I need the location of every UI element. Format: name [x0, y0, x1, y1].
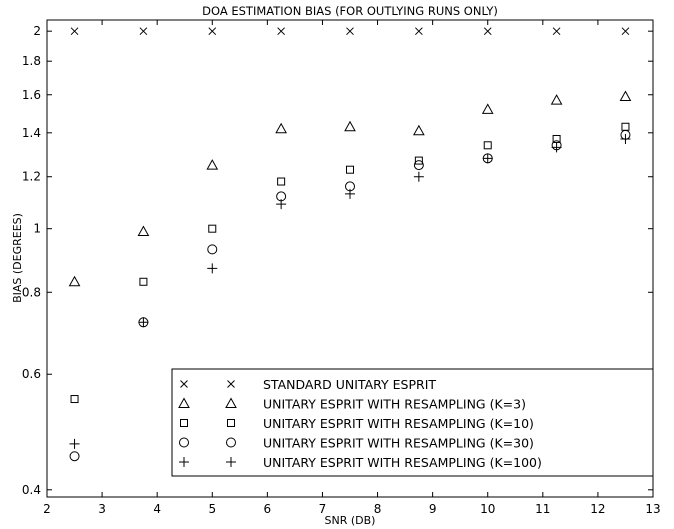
x-tick-label: 4 [153, 502, 161, 516]
legend-label: UNITARY ESPRIT WITH RESAMPLING (K=100) [263, 455, 542, 470]
data-point-plus [138, 317, 149, 328]
y-tick-label: 1.6 [22, 88, 41, 102]
x-tick-label: 3 [98, 502, 106, 516]
data-point-triangle [413, 124, 425, 136]
data-point-circle [413, 160, 424, 171]
legend-marker-plus [179, 457, 189, 467]
legend-label: UNITARY ESPRIT WITH RESAMPLING (K=10) [263, 416, 534, 431]
data-point-square [621, 122, 630, 131]
data-point-x [621, 27, 630, 36]
y-tick-label: 1 [33, 222, 41, 236]
data-point-x [139, 27, 148, 36]
data-point-plus [276, 199, 287, 210]
y-tick-label: 2 [33, 24, 41, 38]
x-tick-label: 6 [264, 502, 272, 516]
x-tick-label: 2 [43, 502, 51, 516]
data-point-triangle [68, 275, 81, 287]
legend: STANDARD UNITARY ESPRIT UNITARY ESPRIT WI… [171, 368, 654, 477]
data-point-plus [551, 142, 562, 153]
data-point-x [552, 27, 561, 36]
legend-marker-x [227, 380, 235, 388]
y-tick-label: 0.8 [22, 285, 41, 299]
data-point-square [70, 395, 79, 404]
data-point-triangle [137, 225, 150, 237]
legend-marker-triangle [225, 397, 237, 408]
data-point-x [70, 27, 79, 36]
y-tick-label: 0.4 [22, 483, 41, 497]
data-point-triangle [206, 159, 219, 170]
x-tick-label: 7 [319, 502, 327, 516]
data-point-triangle [481, 103, 494, 114]
data-point-triangle [275, 122, 287, 134]
data-point-square [346, 165, 354, 174]
x-tick-label: 9 [429, 502, 437, 516]
data-point-plus [345, 188, 355, 199]
y-tick-label: 0.6 [22, 367, 41, 381]
data-point-circle [69, 451, 80, 462]
x-tick-label: 12 [590, 502, 605, 516]
legend-marker-triangle [178, 397, 190, 408]
chart-title: DOA ESTIMATION BIAS (FOR OUTLYING RUNS O… [202, 4, 498, 18]
data-point-x [277, 27, 285, 36]
y-tick-label: 1.4 [22, 126, 41, 140]
data-point-x [346, 27, 354, 36]
y-axis-label: BIAS (DEGREES) [11, 213, 24, 303]
data-point-square [414, 156, 423, 165]
legend-marker-circle [179, 437, 189, 448]
legend-marker-circle [226, 437, 236, 448]
legend-label: UNITARY ESPRIT WITH RESAMPLING (K=3) [263, 397, 526, 412]
data-point-plus [620, 133, 631, 144]
y-tick-label: 1.8 [22, 54, 41, 68]
axis-ticks: 2 3 4 5 6 7 8 9 10 11 12 13 0.4 0.6 0.8 1 1.2 1.4 1.6 1.8 2 [22, 20, 661, 516]
data-point-square [208, 224, 217, 233]
legend-marker-x [180, 380, 188, 388]
x-tick-label: 13 [645, 502, 660, 516]
data-point-circle [207, 244, 218, 255]
x-tick-label: 5 [208, 502, 216, 516]
x-tick-label: 10 [480, 502, 495, 516]
data-point-triangle [344, 120, 356, 132]
x-tick-label: 8 [374, 502, 382, 516]
legend-marker-square [180, 419, 188, 427]
x-tick-label: 11 [535, 502, 550, 516]
data-point-x [415, 27, 423, 36]
data-point-x [483, 27, 492, 36]
legend-label: UNITARY ESPRIT WITH RESAMPLING (K=30) [263, 436, 534, 451]
data-point-triangle [550, 94, 563, 105]
data-markers [68, 27, 632, 462]
data-point-square [483, 141, 492, 150]
data-point-square [139, 277, 148, 286]
plot-frame [46, 19, 654, 498]
legend-label: STANDARD UNITARY ESPRIT [263, 377, 436, 392]
x-axis-label: SNR (DB) [325, 514, 376, 527]
y-tick-label: 1.2 [22, 170, 41, 184]
data-point-square [277, 177, 286, 186]
legend-box [171, 368, 654, 477]
data-point-triangle [619, 90, 632, 102]
data-point-plus [207, 263, 218, 274]
data-point-plus [69, 438, 80, 449]
data-point-x [208, 27, 217, 36]
legend-marker-square [227, 419, 235, 427]
data-point-plus [413, 171, 424, 182]
legend-marker-plus [226, 457, 236, 467]
data-point-plus [482, 153, 493, 164]
